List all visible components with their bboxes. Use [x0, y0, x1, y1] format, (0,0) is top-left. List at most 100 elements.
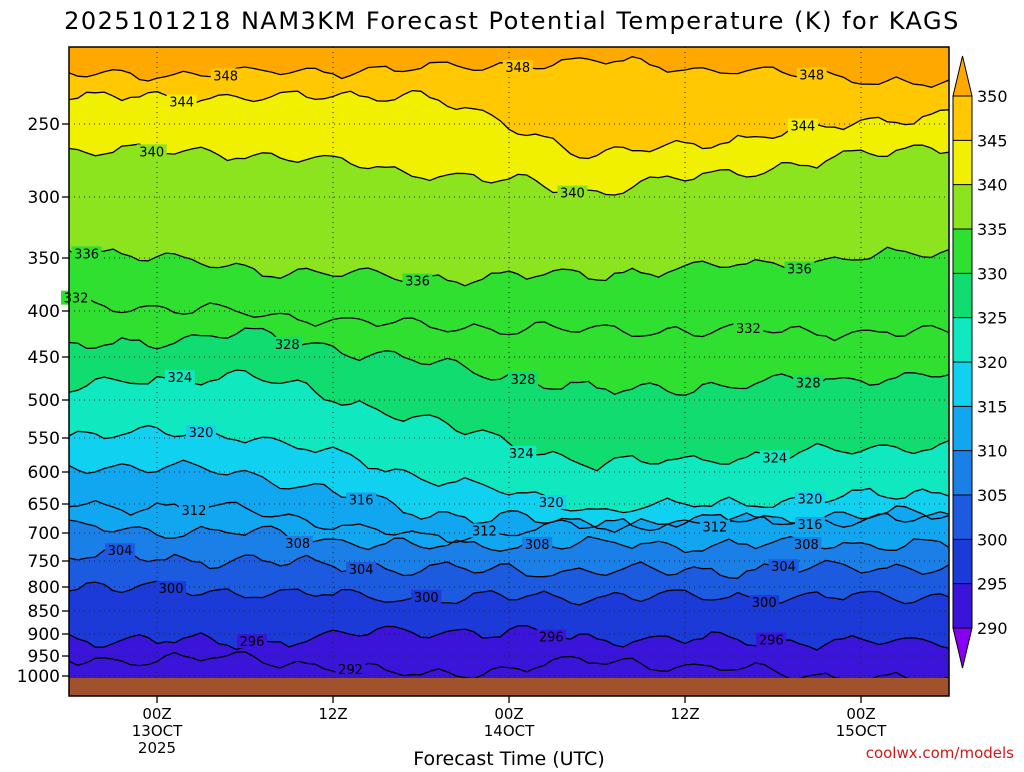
- contour-label-336: 336: [787, 262, 812, 277]
- contour-label-324: 324: [167, 371, 192, 386]
- y-tick-label-1000: 1000: [17, 667, 60, 687]
- contour-label-296: 296: [240, 635, 265, 650]
- contour-label-bg-320-0: [186, 425, 216, 440]
- contour-label-bg-316-0: [346, 492, 377, 507]
- contour-label-bg-292-0: [335, 661, 366, 676]
- contour-label-bg-308-0: [282, 535, 313, 550]
- contour-label-348: 348: [505, 61, 530, 76]
- contour-label-344: 344: [169, 96, 194, 111]
- contour-label-336: 336: [74, 247, 99, 262]
- y-tick-label-400: 400: [28, 302, 60, 322]
- colorbar-segment-340: [953, 140, 972, 185]
- contour-label-bg-296-2: [756, 632, 787, 647]
- contour-label-bg-328-2: [793, 375, 824, 390]
- contour-label-304: 304: [349, 563, 374, 578]
- colorbar-label-345: 345: [977, 131, 1008, 150]
- contour-label-bg-316-1: [794, 516, 825, 531]
- colorbar-label-350: 350: [977, 87, 1008, 106]
- colorbar-segment-345: [953, 96, 972, 141]
- colorbar-segment-305: [953, 450, 972, 495]
- y-tick-label-750: 750: [28, 552, 60, 572]
- y-tick-label-350: 350: [28, 249, 60, 269]
- contour-label-348: 348: [213, 69, 238, 84]
- contour-label-bg-340-0: [136, 144, 167, 159]
- colorbar-segment-310: [953, 406, 972, 451]
- contour-label-bg-312-0: [178, 502, 209, 517]
- colorbar-segment-315: [953, 362, 972, 407]
- contour-label-332: 332: [736, 322, 761, 337]
- colorbar-label-305: 305: [977, 486, 1008, 505]
- contour-label-bg-304-1: [346, 561, 377, 576]
- y-tick-label-700: 700: [28, 524, 60, 544]
- contour-label-bg-324-1: [506, 445, 537, 460]
- contour-label-304: 304: [771, 560, 796, 575]
- contour-label-296: 296: [759, 633, 784, 648]
- contour-label-320: 320: [539, 496, 564, 511]
- contour-label-bg-348-0: [210, 68, 241, 83]
- contour-label-312: 312: [472, 524, 497, 539]
- contour-label-bg-348-1: [502, 59, 533, 74]
- isentrope-296: [69, 625, 949, 651]
- dotted-grid: [69, 47, 949, 696]
- x-tick-label-0: 2025: [138, 739, 176, 757]
- y-tick-label-850: 850: [28, 602, 60, 622]
- contour-label-332: 332: [64, 292, 89, 307]
- contour-label-300: 300: [414, 591, 439, 606]
- x-tick-label-30: 12Z: [670, 705, 699, 723]
- y-tick-label-900: 900: [28, 625, 60, 645]
- contour-label-300: 300: [752, 596, 777, 611]
- contour-label-bg-348-2: [796, 67, 827, 82]
- colorbar-label-290: 290: [977, 619, 1008, 638]
- contour-label-328: 328: [511, 373, 536, 388]
- colorbar-label-295: 295: [977, 575, 1008, 594]
- colorbar-segment-300: [953, 495, 972, 540]
- isentrope-340: [69, 143, 949, 196]
- colorbar-label-325: 325: [977, 309, 1008, 328]
- y-tick-label-300: 300: [28, 188, 60, 208]
- contour-label-324: 324: [762, 451, 787, 466]
- pressure-axis: 250 300 350 400 450 500 550 600 650 700 750 800 850 9…: [17, 115, 69, 687]
- y-tick-label-800: 800: [28, 578, 60, 598]
- contour-label-308: 308: [794, 538, 819, 553]
- contour-label-bg-340-1: [557, 185, 588, 200]
- x-tick-label-40: 00Z: [846, 705, 875, 723]
- x-tick-label-20: 00Z: [494, 705, 523, 723]
- x-tick-label-0: 13OCT: [132, 722, 183, 740]
- colorbar-segment-330: [953, 229, 972, 274]
- isentrope-332: [69, 296, 949, 342]
- contour-label-320: 320: [798, 493, 823, 508]
- ground-strip: [69, 678, 949, 696]
- colorbar-segment-325: [953, 273, 972, 318]
- contour-label-bg-308-2: [791, 537, 822, 552]
- contour-label-316: 316: [349, 493, 374, 508]
- y-tick-label-650: 650: [28, 495, 60, 515]
- contour-label-bg-320-1: [536, 495, 567, 510]
- colorbar: 290 295 300 305 310 315 320 325 330 335 340 345 350: [952, 55, 1008, 669]
- contour-label-bg-312-1: [469, 523, 500, 538]
- contour-label-312: 312: [182, 504, 207, 519]
- y-tick-label-500: 500: [28, 391, 60, 411]
- contour-label-bg-344-1: [787, 118, 818, 133]
- colorbar-segment-320: [953, 317, 972, 362]
- contour-label-bg-300-1: [411, 589, 442, 604]
- shaded-fill-layer: [69, 47, 949, 696]
- y-tick-label-950: 950: [28, 647, 60, 667]
- x-tick-label-20: 14OCT: [484, 722, 535, 740]
- colorbar-label-330: 330: [977, 264, 1008, 283]
- x-tick-label-40: 15OCT: [836, 722, 887, 740]
- colorbar-label-300: 300: [977, 530, 1008, 549]
- contour-label-bg-336-1: [402, 273, 433, 288]
- colorbar-segment-335: [953, 184, 972, 229]
- contour-label-bg-344-0: [166, 94, 197, 109]
- contour-label-bg-308-1: [522, 536, 553, 551]
- chart-title: 2025101218 NAM3KM Forecast Potential Tem…: [64, 7, 960, 35]
- contour-label-348: 348: [799, 68, 824, 83]
- contour-label-328: 328: [275, 338, 300, 353]
- x-axis-label: Forecast Time (UTC): [413, 748, 604, 768]
- contour-label-bg-312-2: [699, 519, 730, 534]
- contour-label-336: 336: [405, 275, 430, 290]
- contour-label-bg-304-0: [105, 543, 136, 558]
- contour-label-bg-328-0: [272, 336, 303, 351]
